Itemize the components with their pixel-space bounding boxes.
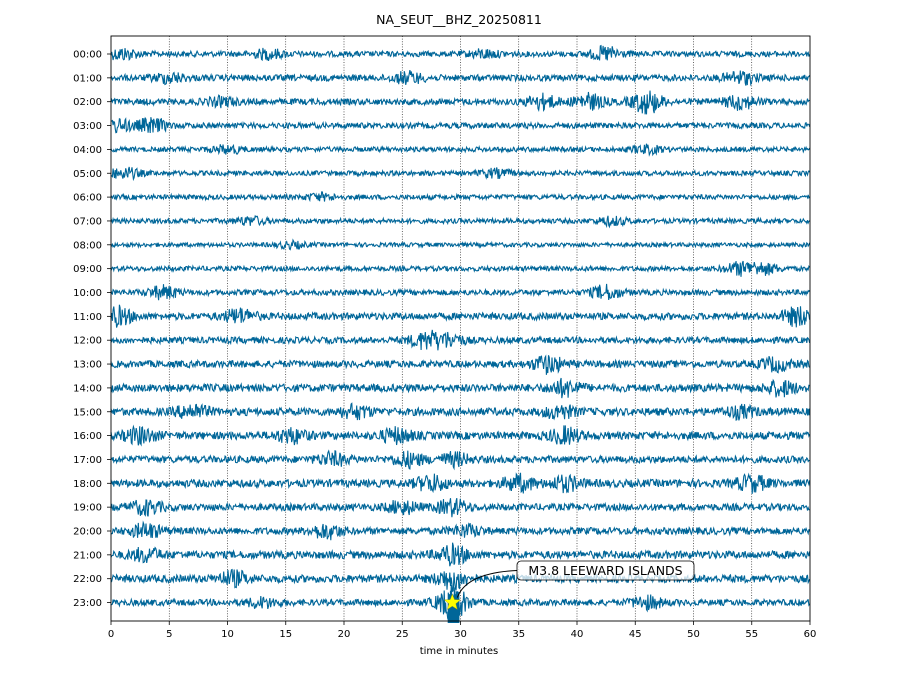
y-tick-label-11:00: 11:00 (73, 312, 102, 323)
x-tick-label-30: 30 (454, 629, 467, 640)
trace-06:00 (110, 191, 811, 203)
y-tick-label-19:00: 19:00 (73, 503, 102, 514)
y-tick-label-16:00: 16:00 (73, 431, 102, 442)
y-tick-label-01:00: 01:00 (73, 73, 102, 84)
x-tick-label-50: 50 (687, 629, 700, 640)
y-tick-label-02:00: 02:00 (73, 97, 102, 108)
x-tick-label-15: 15 (279, 629, 292, 640)
event-arrow (456, 570, 518, 598)
x-tick-label-40: 40 (571, 629, 584, 640)
x-tick-label-0: 0 (108, 629, 114, 640)
y-tick-label-07:00: 07:00 (73, 216, 102, 227)
chart-title: NA_SEUT__BHZ_20250811 (376, 12, 542, 27)
trace-20:00 (110, 520, 811, 541)
trace-02:00 (110, 90, 810, 115)
x-tick-label-20: 20 (338, 629, 351, 640)
y-tick-label-14:00: 14:00 (73, 383, 102, 394)
trace-07:00 (110, 214, 811, 229)
trace-17:00 (110, 449, 810, 471)
y-tick-label-13:00: 13:00 (73, 360, 102, 371)
trace-00:00 (110, 44, 811, 62)
trace-16:00 (110, 424, 811, 447)
y-tick-label-08:00: 08:00 (73, 240, 102, 251)
x-tick-label-35: 35 (512, 629, 525, 640)
event-label: M3.8 LEEWARD ISLANDS (528, 563, 682, 578)
y-tick-label-04:00: 04:00 (73, 145, 102, 156)
x-tick-label-45: 45 (629, 629, 642, 640)
y-tick-label-09:00: 09:00 (73, 264, 102, 275)
trace-05:00 (110, 166, 811, 182)
y-tick-label-23:00: 23:00 (73, 598, 102, 609)
y-tick-label-00:00: 00:00 (73, 50, 102, 61)
trace-09:00 (110, 260, 811, 277)
x-tick-label-5: 5 (166, 629, 172, 640)
axes: 0 5 10 15 20 25 30 35 40 45 50 55 60 00:00 01:00 02:00 0… (73, 35, 817, 640)
y-tick-label-03:00: 03:00 (73, 121, 102, 132)
trace-23:00 (110, 584, 811, 622)
y-tick-label-18:00: 18:00 (73, 479, 102, 490)
x-axis-label: time in minutes (420, 646, 499, 657)
x-tick-label-10: 10 (221, 629, 234, 640)
event-star-marker (443, 593, 461, 610)
y-tick-label-15:00: 15:00 (73, 407, 102, 418)
trace-04:00 (110, 143, 811, 157)
y-tick-label-12:00: 12:00 (73, 336, 102, 347)
trace-15:00 (110, 402, 811, 421)
trace-12:00 (110, 329, 811, 351)
y-tick-label-06:00: 06:00 (73, 193, 102, 204)
y-tick-label-17:00: 17:00 (73, 455, 102, 466)
y-tick-label-10:00: 10:00 (73, 288, 102, 299)
y-tick-label-05:00: 05:00 (73, 169, 102, 180)
trace-03:00 (111, 116, 811, 134)
trace-19:00 (110, 497, 810, 518)
x-tick-label-60: 60 (804, 629, 817, 640)
x-tick-label-25: 25 (396, 629, 409, 640)
event-label-box (516, 560, 695, 581)
trace-14:00 (110, 377, 810, 399)
trace-01:00 (110, 70, 811, 87)
y-tick-label-22:00: 22:00 (73, 574, 102, 585)
trace-13:00 (110, 354, 811, 375)
trace-21:00 (110, 542, 811, 567)
trace-18:00 (110, 472, 811, 494)
x-tick-label-55: 55 (745, 629, 758, 640)
y-tick-label-20:00: 20:00 (73, 527, 102, 538)
trace-08:00 (110, 238, 811, 251)
event-annotation: M3.8 LEEWARD ISLANDS (443, 560, 695, 610)
y-tick-label-21:00: 21:00 (73, 550, 102, 561)
trace-10:00 (110, 283, 811, 301)
trace-11:00 (110, 304, 811, 328)
